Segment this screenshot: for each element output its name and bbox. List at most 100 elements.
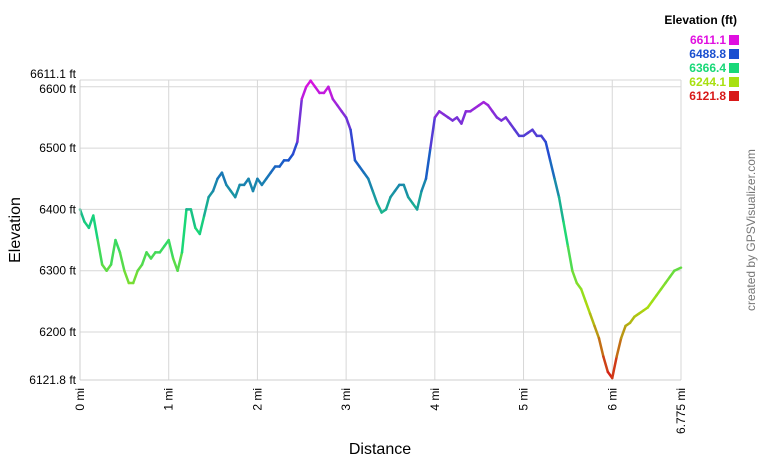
elevation-line-segment <box>260 177 268 187</box>
elevation-line-segment <box>584 300 592 315</box>
legend-color-swatch <box>729 91 739 101</box>
elevation-line-segment <box>659 281 667 291</box>
elevation-line-segment <box>562 220 570 248</box>
elevation-line-segment <box>611 355 618 380</box>
elevation-line-segment <box>225 183 233 193</box>
elevation-line-segment <box>553 177 561 199</box>
elevation-line-segment <box>504 116 512 125</box>
legend-color-swatch <box>729 63 739 73</box>
elevation-line-segment <box>486 103 494 113</box>
grid <box>79 79 682 381</box>
x-axis-title: Distance <box>349 441 411 458</box>
elevation-line-segment <box>650 294 658 303</box>
elevation-line-segment <box>531 128 539 138</box>
elevation-line-segment <box>619 324 627 340</box>
x-tick-label: 6.775 mi <box>674 388 688 434</box>
elevation-profile <box>78 79 683 380</box>
x-tick-label: 3 mi <box>339 388 353 411</box>
elevation-line-segment <box>508 122 516 131</box>
elevation-line-segment <box>491 110 499 119</box>
legend-value: 6611.1 <box>690 33 726 47</box>
x-tick-label: 4 mi <box>428 388 442 411</box>
elevation-line-segment <box>251 177 259 193</box>
elevation-line-segment <box>433 110 441 119</box>
legend-color-swatch <box>729 35 739 45</box>
y-tick-label: 6121.8 ft <box>29 373 76 387</box>
elevation-line-segment <box>429 116 437 150</box>
elevation-line-segment <box>287 152 295 162</box>
y-tick-label: 6200 ft <box>39 325 76 339</box>
legend-color-swatch <box>729 77 739 87</box>
elevation-line-segment <box>180 208 188 254</box>
y-tick-label: 6500 ft <box>39 141 76 155</box>
y-tick-label: 6300 ft <box>39 264 76 278</box>
elevation-line-segment <box>362 171 370 181</box>
elevation-line-segment <box>140 251 148 266</box>
x-tick-label: 2 mi <box>250 388 264 411</box>
elevation-line-segment <box>593 324 601 340</box>
elevation-line-segment <box>673 266 683 272</box>
elevation-line-segment <box>136 263 144 272</box>
elevation-line-segment <box>296 97 304 144</box>
elevation-line-segment <box>211 177 219 193</box>
elevation-line-segment <box>371 189 379 205</box>
elevation-line-segment <box>628 315 636 325</box>
elevation-line-segment <box>123 269 131 285</box>
elevation-line-segment <box>615 336 623 358</box>
elevation-line-segment <box>331 97 339 107</box>
elevation-line-segment <box>269 165 277 174</box>
elevation-line-segment <box>96 238 104 266</box>
elevation-line-segment <box>198 214 206 236</box>
elevation-line-segment <box>406 195 414 205</box>
legend-color-swatch <box>729 49 739 59</box>
elevation-line-segment <box>460 110 468 125</box>
elevation-line-segment <box>167 238 175 260</box>
legend: Elevation (ft) 6611.16488.86366.46244.161… <box>664 13 739 103</box>
elevation-line-segment <box>105 263 113 272</box>
elevation-line-segment <box>114 238 122 254</box>
elevation-line-segment <box>540 134 547 144</box>
elevation-line-segment <box>344 116 352 131</box>
elevation-line-segment <box>655 287 663 297</box>
elevation-line-segment <box>513 128 521 138</box>
y-axis-title: Elevation <box>7 197 24 263</box>
elevation-line-segment <box>664 275 672 285</box>
elevation-line-segment <box>233 183 241 199</box>
elevation-line-segment <box>207 189 215 199</box>
elevation-line-segment <box>566 244 574 272</box>
legend-title: Elevation (ft) <box>664 13 737 27</box>
legend-value: 6121.8 <box>689 89 726 103</box>
elevation-line-segment <box>278 159 286 168</box>
x-tick-label: 0 mi <box>73 388 87 411</box>
elevation-line-segment <box>158 244 166 254</box>
elevation-line-segment <box>602 355 610 374</box>
elevation-line-segment <box>247 177 255 193</box>
elevation-line-segment <box>668 269 676 279</box>
elevation-line-segment <box>353 159 361 168</box>
elevation-line-segment <box>109 238 117 266</box>
elevation-line-segment <box>571 269 579 285</box>
elevation-line-segment <box>265 171 272 181</box>
elevation-line-segment <box>389 189 397 199</box>
elevation-line-segment <box>402 183 410 199</box>
elevation-line-segment <box>313 85 321 95</box>
elevation-line-segment <box>367 177 374 193</box>
elevation-line-segment <box>588 312 596 328</box>
elevation-line-segment <box>393 183 401 193</box>
elevation-line-segment <box>384 195 392 211</box>
watermark-text: created by GPSVisualizer.com <box>744 149 758 311</box>
elevation-line-segment <box>340 110 348 119</box>
elevation-line-segment <box>202 195 210 217</box>
elevation-line-segment <box>327 85 335 101</box>
elevation-line-segment <box>92 214 99 242</box>
elevation-line-segment <box>544 140 552 162</box>
legend-value: 6244.1 <box>689 75 726 89</box>
elevation-line-segment <box>131 269 139 285</box>
x-tick-label: 6 mi <box>605 388 619 411</box>
elevation-line-segment <box>375 202 383 214</box>
elevation-line-segment <box>424 146 432 181</box>
elevation-line-segment <box>597 336 605 358</box>
elevation-line-segment <box>78 208 86 223</box>
elevation-line-segment <box>415 189 423 211</box>
